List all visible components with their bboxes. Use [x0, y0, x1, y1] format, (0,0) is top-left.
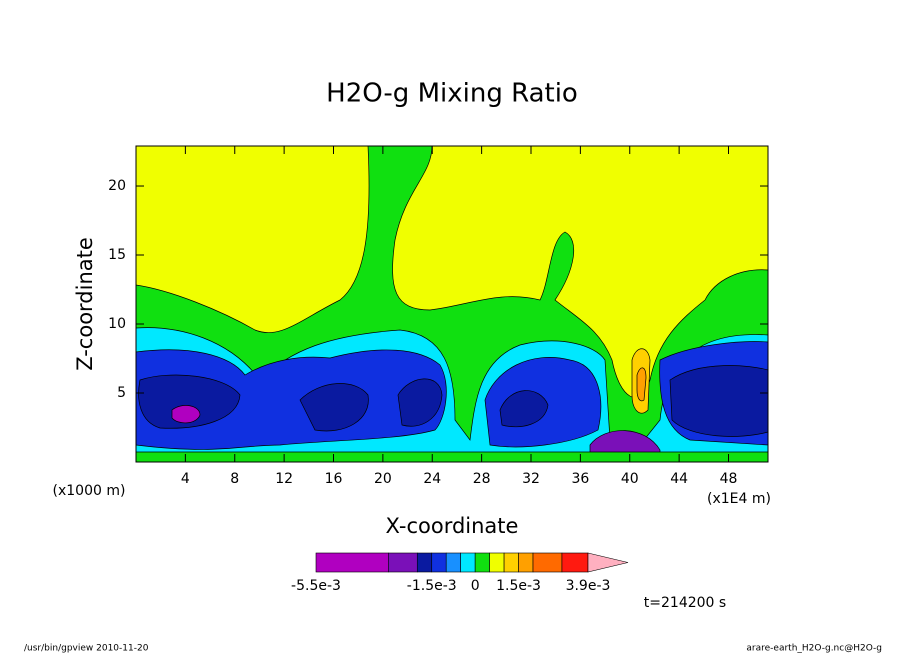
colorbar-segment [474, 552, 490, 573]
x-tick-label: 44 [670, 471, 688, 487]
contour-field [135, 145, 769, 463]
colorbar-tick-label: 0 [471, 578, 480, 594]
y-tick-label: 10 [108, 316, 126, 332]
x-axis-label: X-coordinate [386, 514, 519, 538]
colorbar-extend [587, 552, 629, 573]
colorbar-segment [460, 552, 476, 573]
chart-title: H2O-g Mixing Ratio [326, 79, 578, 109]
colorbar-tick-label: 1.5e-3 [496, 578, 541, 594]
plot-frame [135, 145, 769, 463]
colorbar-segment [315, 552, 389, 573]
colorbar-segment [532, 552, 563, 573]
y-unit: (x1000 m) [53, 483, 126, 499]
x-tick-label: 36 [571, 471, 589, 487]
colorbar-segment [445, 552, 461, 573]
x-tick-label: 20 [374, 471, 392, 487]
time-label: t=214200 s [644, 595, 726, 611]
x-tick-label: 32 [522, 471, 540, 487]
colorbar-tick-label: 3.9e-3 [566, 578, 611, 594]
x-tick-label: 28 [473, 471, 491, 487]
colorbar-segment [503, 552, 519, 573]
colorbar-segment [561, 552, 589, 573]
colorbar-segment [489, 552, 505, 573]
y-axis-label: Z-coordinate [73, 237, 97, 371]
x-tick-label: 40 [621, 471, 639, 487]
colorbar-segment [388, 552, 418, 573]
x-unit: (x1E4 m) [707, 491, 771, 507]
colorbar-tick-label: -1.5e-3 [407, 578, 457, 594]
colorbar-segment [431, 552, 447, 573]
x-tick-label: 12 [275, 471, 293, 487]
footer-left: /usr/bin/gpview 2010-11-20 [24, 644, 149, 654]
x-tick-label: 4 [181, 471, 190, 487]
colorbar-segment [518, 552, 534, 573]
footer-right: arare-earth_H2O-g.nc@H2O-g [746, 644, 882, 654]
x-tick-label: 24 [423, 471, 441, 487]
y-tick-label: 15 [108, 247, 126, 263]
x-tick-label: 48 [720, 471, 738, 487]
colorbar-tick-label: -5.5e-3 [291, 578, 341, 594]
y-tick-label: 5 [117, 385, 126, 401]
x-tick-label: 16 [325, 471, 343, 487]
x-tick-label: 8 [230, 471, 239, 487]
y-tick-label: 20 [108, 178, 126, 194]
colorbar-segment [416, 552, 433, 573]
